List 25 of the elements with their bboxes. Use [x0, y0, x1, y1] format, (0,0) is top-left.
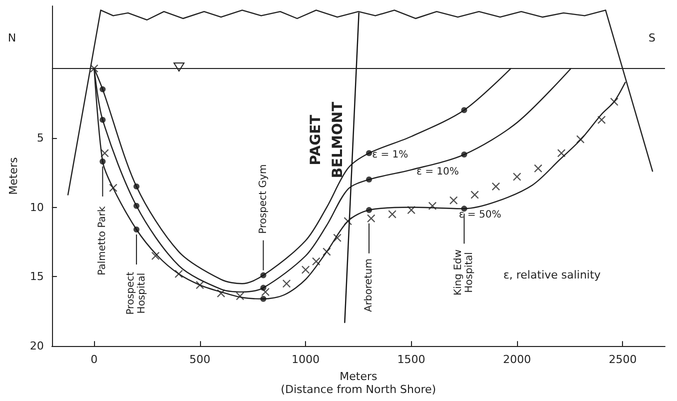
- y-tick-label: 5: [36, 131, 44, 144]
- x-tick-label: 0: [90, 353, 98, 366]
- y-tick-label: 10: [30, 200, 44, 214]
- x-tick-label: 500: [189, 353, 210, 366]
- y-axis-title: Meters: [7, 156, 20, 195]
- annotation: Palmetto Park: [97, 206, 108, 276]
- annotation: Arboretum: [364, 258, 375, 312]
- x-tick-label: 1500: [397, 353, 426, 366]
- y-tick-label: 15: [30, 270, 44, 284]
- annotation: BELMONT: [330, 101, 346, 178]
- x-axis-title: Meters (Distance from North Shore): [280, 370, 436, 396]
- annotation: ε, relative salinity: [503, 268, 602, 282]
- series-label: ε = 50%: [458, 210, 502, 221]
- x-tick-label: 2500: [608, 353, 637, 366]
- annotation: Prospect Hospital: [125, 272, 148, 315]
- series-label: ε = 10%: [416, 166, 459, 178]
- x-tick-label: 2000: [503, 353, 532, 366]
- series-label: ε = 1%: [372, 149, 408, 160]
- annotation: Prospect Gym: [258, 164, 269, 234]
- text: N: [8, 32, 16, 44]
- annotation: S: [648, 32, 656, 44]
- y-tick-label: 20: [30, 340, 44, 353]
- annotation: PAGET: [308, 114, 324, 166]
- x-tick-label: 1000: [292, 353, 320, 366]
- annotation: King Edw Hospital: [453, 249, 476, 296]
